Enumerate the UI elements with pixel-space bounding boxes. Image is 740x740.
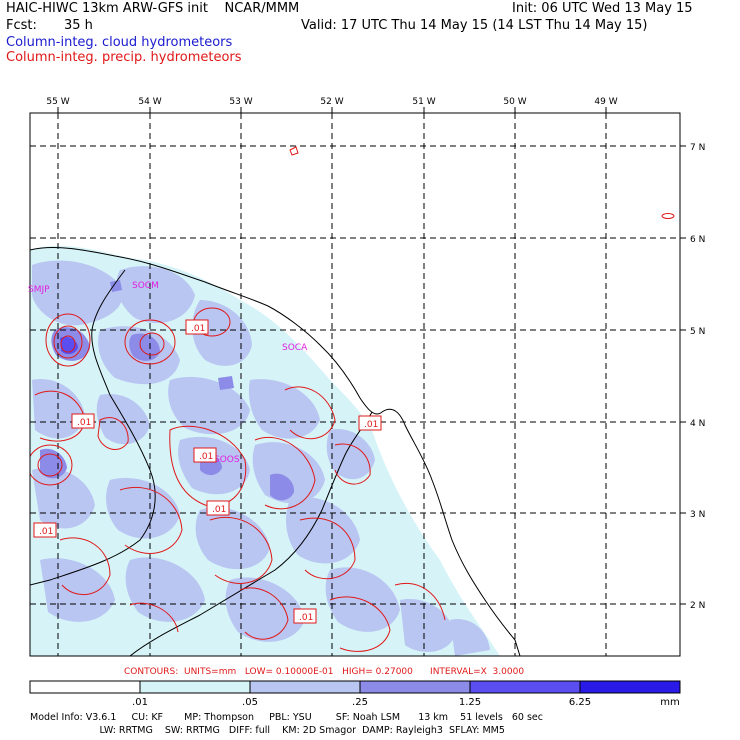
colorbar-label: 6.25 — [569, 697, 591, 708]
lon-label: 50 W — [503, 97, 526, 107]
fcst-value: 35 h — [64, 18, 93, 33]
lat-label: 7 N — [690, 143, 705, 153]
contour-label: .01 — [185, 319, 209, 335]
svg-text:.01: .01 — [212, 505, 226, 515]
svg-text:.01: .01 — [199, 452, 213, 462]
lat-label: 5 N — [690, 327, 705, 337]
station-label-soos: SOOS — [214, 455, 240, 465]
map-frame — [29, 112, 681, 657]
svg-text:.01: .01 — [39, 527, 53, 537]
lat-label: 3 N — [690, 510, 705, 520]
lon-label: 54 W — [138, 97, 161, 107]
colorbar-label: .05 — [242, 697, 258, 708]
lon-label: 51 W — [412, 97, 435, 107]
coastline — [30, 247, 521, 656]
colorbar-bin — [359, 680, 471, 694]
contour-label: .01 — [193, 447, 217, 463]
colorbar-bin — [469, 680, 581, 694]
lon-label: 52 W — [320, 97, 343, 107]
colorbar-bin — [579, 680, 681, 694]
station-label-socm: SOCM — [132, 281, 159, 291]
colorbar-bin — [139, 680, 251, 694]
colorbar-bin — [249, 680, 361, 694]
valid-time: Valid: 17 UTC Thu 14 May 15 (14 LST Thu … — [301, 18, 648, 33]
station-label-soca: SOCA — [282, 343, 308, 353]
model-info-line1: Model Info: V3.6.1 CU: KF MP: Thompson P… — [30, 712, 543, 723]
lat-label: 4 N — [690, 419, 705, 429]
lat-label: 6 N — [690, 235, 705, 245]
colorbar-unit: mm — [660, 697, 679, 708]
colorbar-label: 1.25 — [459, 697, 481, 708]
station-label-smjp: SMJP — [28, 285, 50, 295]
model-info-line2: LW: RRTMG SW: RRTMG DIFF: full KM: 2D Sm… — [30, 725, 505, 736]
svg-text:.01: .01 — [77, 418, 91, 428]
lon-label: 55 W — [46, 97, 69, 107]
colorbar-label: .25 — [352, 697, 368, 708]
legend-cloud: Column-integ. cloud hydrometeors — [6, 35, 233, 50]
contour-label: .01 — [358, 415, 382, 431]
lat-label: 2 N — [690, 601, 705, 611]
cloud-shading — [30, 245, 500, 656]
svg-text:.01: .01 — [299, 613, 313, 623]
colorbar-label: .01 — [132, 697, 148, 708]
fcst-label: Fcst: — [6, 18, 37, 33]
border-west — [30, 269, 156, 586]
precip-contours — [30, 146, 675, 652]
contour-info: CONTOURS: UNITS=mm LOW= 0.10000E-01 HIGH… — [124, 667, 525, 677]
init-time: Init: 06 UTC Wed 13 May 15 — [512, 1, 693, 16]
ticks — [57, 107, 686, 605]
contour-label: .01 — [33, 522, 57, 538]
legend-precip: Column-integ. precip. hydrometeors — [6, 50, 242, 65]
colorbar — [29, 680, 681, 694]
contour-label: .01 — [71, 413, 95, 429]
lon-label: 49 W — [594, 97, 617, 107]
title-left: HAIC-HIWC 13km ARW-GFS init NCAR/MMM — [6, 1, 300, 16]
lon-label: 53 W — [229, 97, 252, 107]
colorbar-bin — [29, 680, 141, 694]
svg-text:.01: .01 — [364, 420, 378, 430]
border-east — [129, 411, 373, 656]
contour-label: .01 — [206, 500, 230, 516]
lat-lon-grid — [30, 113, 680, 656]
contour-label: .01 — [293, 608, 317, 624]
svg-text:.01: .01 — [191, 324, 205, 334]
